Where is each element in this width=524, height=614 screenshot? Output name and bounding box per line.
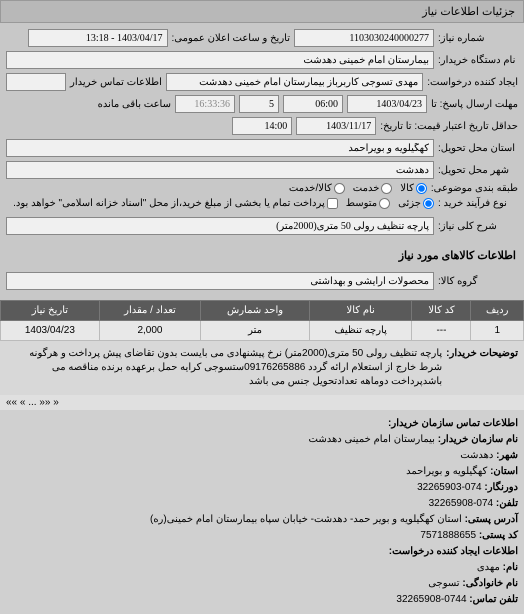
contact-org-label: نام سازمان خریدار: bbox=[438, 434, 518, 445]
budget-opt2[interactable]: خدمت bbox=[353, 183, 393, 194]
desc-text: پارچه تنظیف رولی 50 متری(2000متر) نرخ پی… bbox=[6, 347, 442, 389]
process-opt1[interactable]: جزئی bbox=[398, 198, 434, 209]
device-name-label: نام دستگاه خریدار: bbox=[438, 55, 518, 66]
validity-time-input[interactable] bbox=[232, 117, 292, 135]
validity-date-input[interactable] bbox=[296, 117, 376, 135]
creator-input[interactable] bbox=[166, 73, 423, 91]
th-2: نام کالا bbox=[309, 301, 412, 321]
contact-phone-label: تلفن: bbox=[496, 498, 518, 509]
buyer-contact-input[interactable] bbox=[6, 73, 66, 91]
summary-input[interactable] bbox=[6, 217, 434, 235]
desc-label: توضیحات خریدار: bbox=[446, 347, 518, 389]
announce-datetime-input[interactable] bbox=[28, 29, 168, 47]
contact-address: استان کهگیلویه و بویر حمد- دهدشت- خیابان… bbox=[150, 514, 462, 525]
deadline-time-input[interactable] bbox=[283, 95, 343, 113]
budget-opt3[interactable]: کالا/خدمت bbox=[289, 183, 345, 194]
goods-table: ردیف کد کالا نام کالا واحد شمارش تعداد /… bbox=[0, 300, 524, 341]
contact-address-label: آدرس پستی: bbox=[465, 514, 518, 525]
request-no-label: شماره نیاز: bbox=[438, 33, 518, 44]
th-3: واحد شمارش bbox=[201, 301, 310, 321]
validity-label: حداقل تاریخ اعتبار قیمت: تا تاریخ: bbox=[380, 121, 518, 132]
contact-phone2-label: تلفن تماس: bbox=[469, 594, 518, 605]
budget-radio-3[interactable] bbox=[334, 183, 345, 194]
budget-opt1[interactable]: کالا bbox=[400, 183, 427, 194]
form-section: شماره نیاز: تاریخ و ساعت اعلان عمومی: نا… bbox=[0, 23, 524, 245]
deadline-remaining-suffix: ساعت باقی مانده bbox=[98, 99, 171, 110]
contact-name: مهدی bbox=[477, 562, 500, 573]
contact-section: اطلاعات تماس سازمان خریدار: نام سازمان خ… bbox=[0, 410, 524, 614]
province-input[interactable] bbox=[6, 139, 434, 157]
city-input[interactable] bbox=[6, 161, 434, 179]
contact-province-label: استان: bbox=[490, 466, 518, 477]
contact-postal: 7571888655 bbox=[420, 530, 476, 541]
goods-group-label: گروه کالا: bbox=[438, 276, 518, 287]
deadline-days-input[interactable] bbox=[239, 95, 279, 113]
summary-label: شرح کلی نیاز: bbox=[438, 221, 518, 232]
td-4: 2,000 bbox=[99, 321, 200, 341]
process-checkbox[interactable] bbox=[327, 198, 338, 209]
process-opt2[interactable]: متوسط bbox=[346, 198, 390, 209]
td-5: 1403/04/23 bbox=[1, 321, 100, 341]
contact-province: کهگیلویه و بویراحمد bbox=[406, 466, 487, 477]
device-name-input[interactable] bbox=[6, 51, 434, 69]
process-radio-1[interactable] bbox=[423, 198, 434, 209]
creator-info-label: اطلاعات ایجاد کننده درخواست: bbox=[6, 544, 518, 560]
process-label: نوع فرآیند خرید : bbox=[438, 198, 518, 209]
request-no-input[interactable] bbox=[294, 29, 434, 47]
tab-header: جزئیات اطلاعات نیاز bbox=[0, 0, 524, 23]
pager[interactable]: «« « ... »» » bbox=[0, 395, 524, 410]
contact-phone2: 0744-32265908 bbox=[396, 594, 466, 605]
budget-radio-1[interactable] bbox=[416, 183, 427, 194]
deadline-remaining-input bbox=[175, 95, 235, 113]
buyer-contact-label: اطلاعات تماس خریدار bbox=[70, 77, 162, 88]
province-label: استان محل تحویل: bbox=[438, 143, 518, 154]
contact-name-label: نام: bbox=[503, 562, 518, 573]
td-0: 1 bbox=[471, 321, 524, 341]
contact-city: دهدشت bbox=[460, 450, 493, 461]
contact-title: اطلاعات تماس سازمان خریدار: bbox=[6, 416, 518, 432]
contact-postal-label: کد پستی: bbox=[479, 530, 518, 541]
budget-label: طبقه بندی موضوعی: bbox=[431, 183, 518, 194]
contact-phone: 074-32265908 bbox=[429, 498, 494, 509]
th-1: کد کالا bbox=[412, 301, 471, 321]
contact-city-label: شهر: bbox=[496, 450, 518, 461]
table-row[interactable]: 1 --- پارچه تنظیف متر 2,000 1403/04/23 bbox=[1, 321, 524, 341]
city-label: شهر محل تحویل: bbox=[438, 165, 518, 176]
contact-lname-label: نام خانوادگی: bbox=[462, 578, 518, 589]
goods-section-title: اطلاعات کالاهای مورد نیاز bbox=[0, 245, 524, 266]
creator-label: ایجاد کننده درخواست: bbox=[427, 77, 518, 88]
th-0: ردیف bbox=[471, 301, 524, 321]
deadline-label: مهلت ارسال پاسخ: تا bbox=[431, 99, 518, 110]
process-radio-group: جزئی متوسط پرداخت تمام یا بخشی از مبلغ خ… bbox=[13, 198, 434, 209]
td-2: پارچه تنظیف bbox=[309, 321, 412, 341]
th-4: تعداد / مقدار bbox=[99, 301, 200, 321]
budget-radio-group: کالا خدمت کالا/خدمت bbox=[289, 183, 427, 194]
td-1: --- bbox=[412, 321, 471, 341]
contact-lname: تسوجی bbox=[428, 578, 459, 589]
table-header-row: ردیف کد کالا نام کالا واحد شمارش تعداد /… bbox=[1, 301, 524, 321]
td-3: متر bbox=[201, 321, 310, 341]
process-radio-2[interactable] bbox=[379, 198, 390, 209]
goods-group-input[interactable] bbox=[6, 272, 434, 290]
process-note-check[interactable]: پرداخت تمام یا بخشی از مبلغ خرید،از محل … bbox=[13, 198, 338, 209]
announce-datetime-label: تاریخ و ساعت اعلان عمومی: bbox=[172, 33, 291, 44]
description-box: توضیحات خریدار: پارچه تنظیف رولی 50 متری… bbox=[0, 341, 524, 395]
tab-title: جزئیات اطلاعات نیاز bbox=[422, 6, 515, 18]
contact-fax: 074-32265903 bbox=[417, 482, 482, 493]
deadline-date-input[interactable] bbox=[347, 95, 427, 113]
contact-org: بیمارستان امام خمینی دهدشت bbox=[309, 434, 435, 445]
budget-radio-2[interactable] bbox=[381, 183, 392, 194]
th-5: تاریخ نیاز bbox=[1, 301, 100, 321]
contact-fax-label: دورنگار: bbox=[484, 482, 518, 493]
